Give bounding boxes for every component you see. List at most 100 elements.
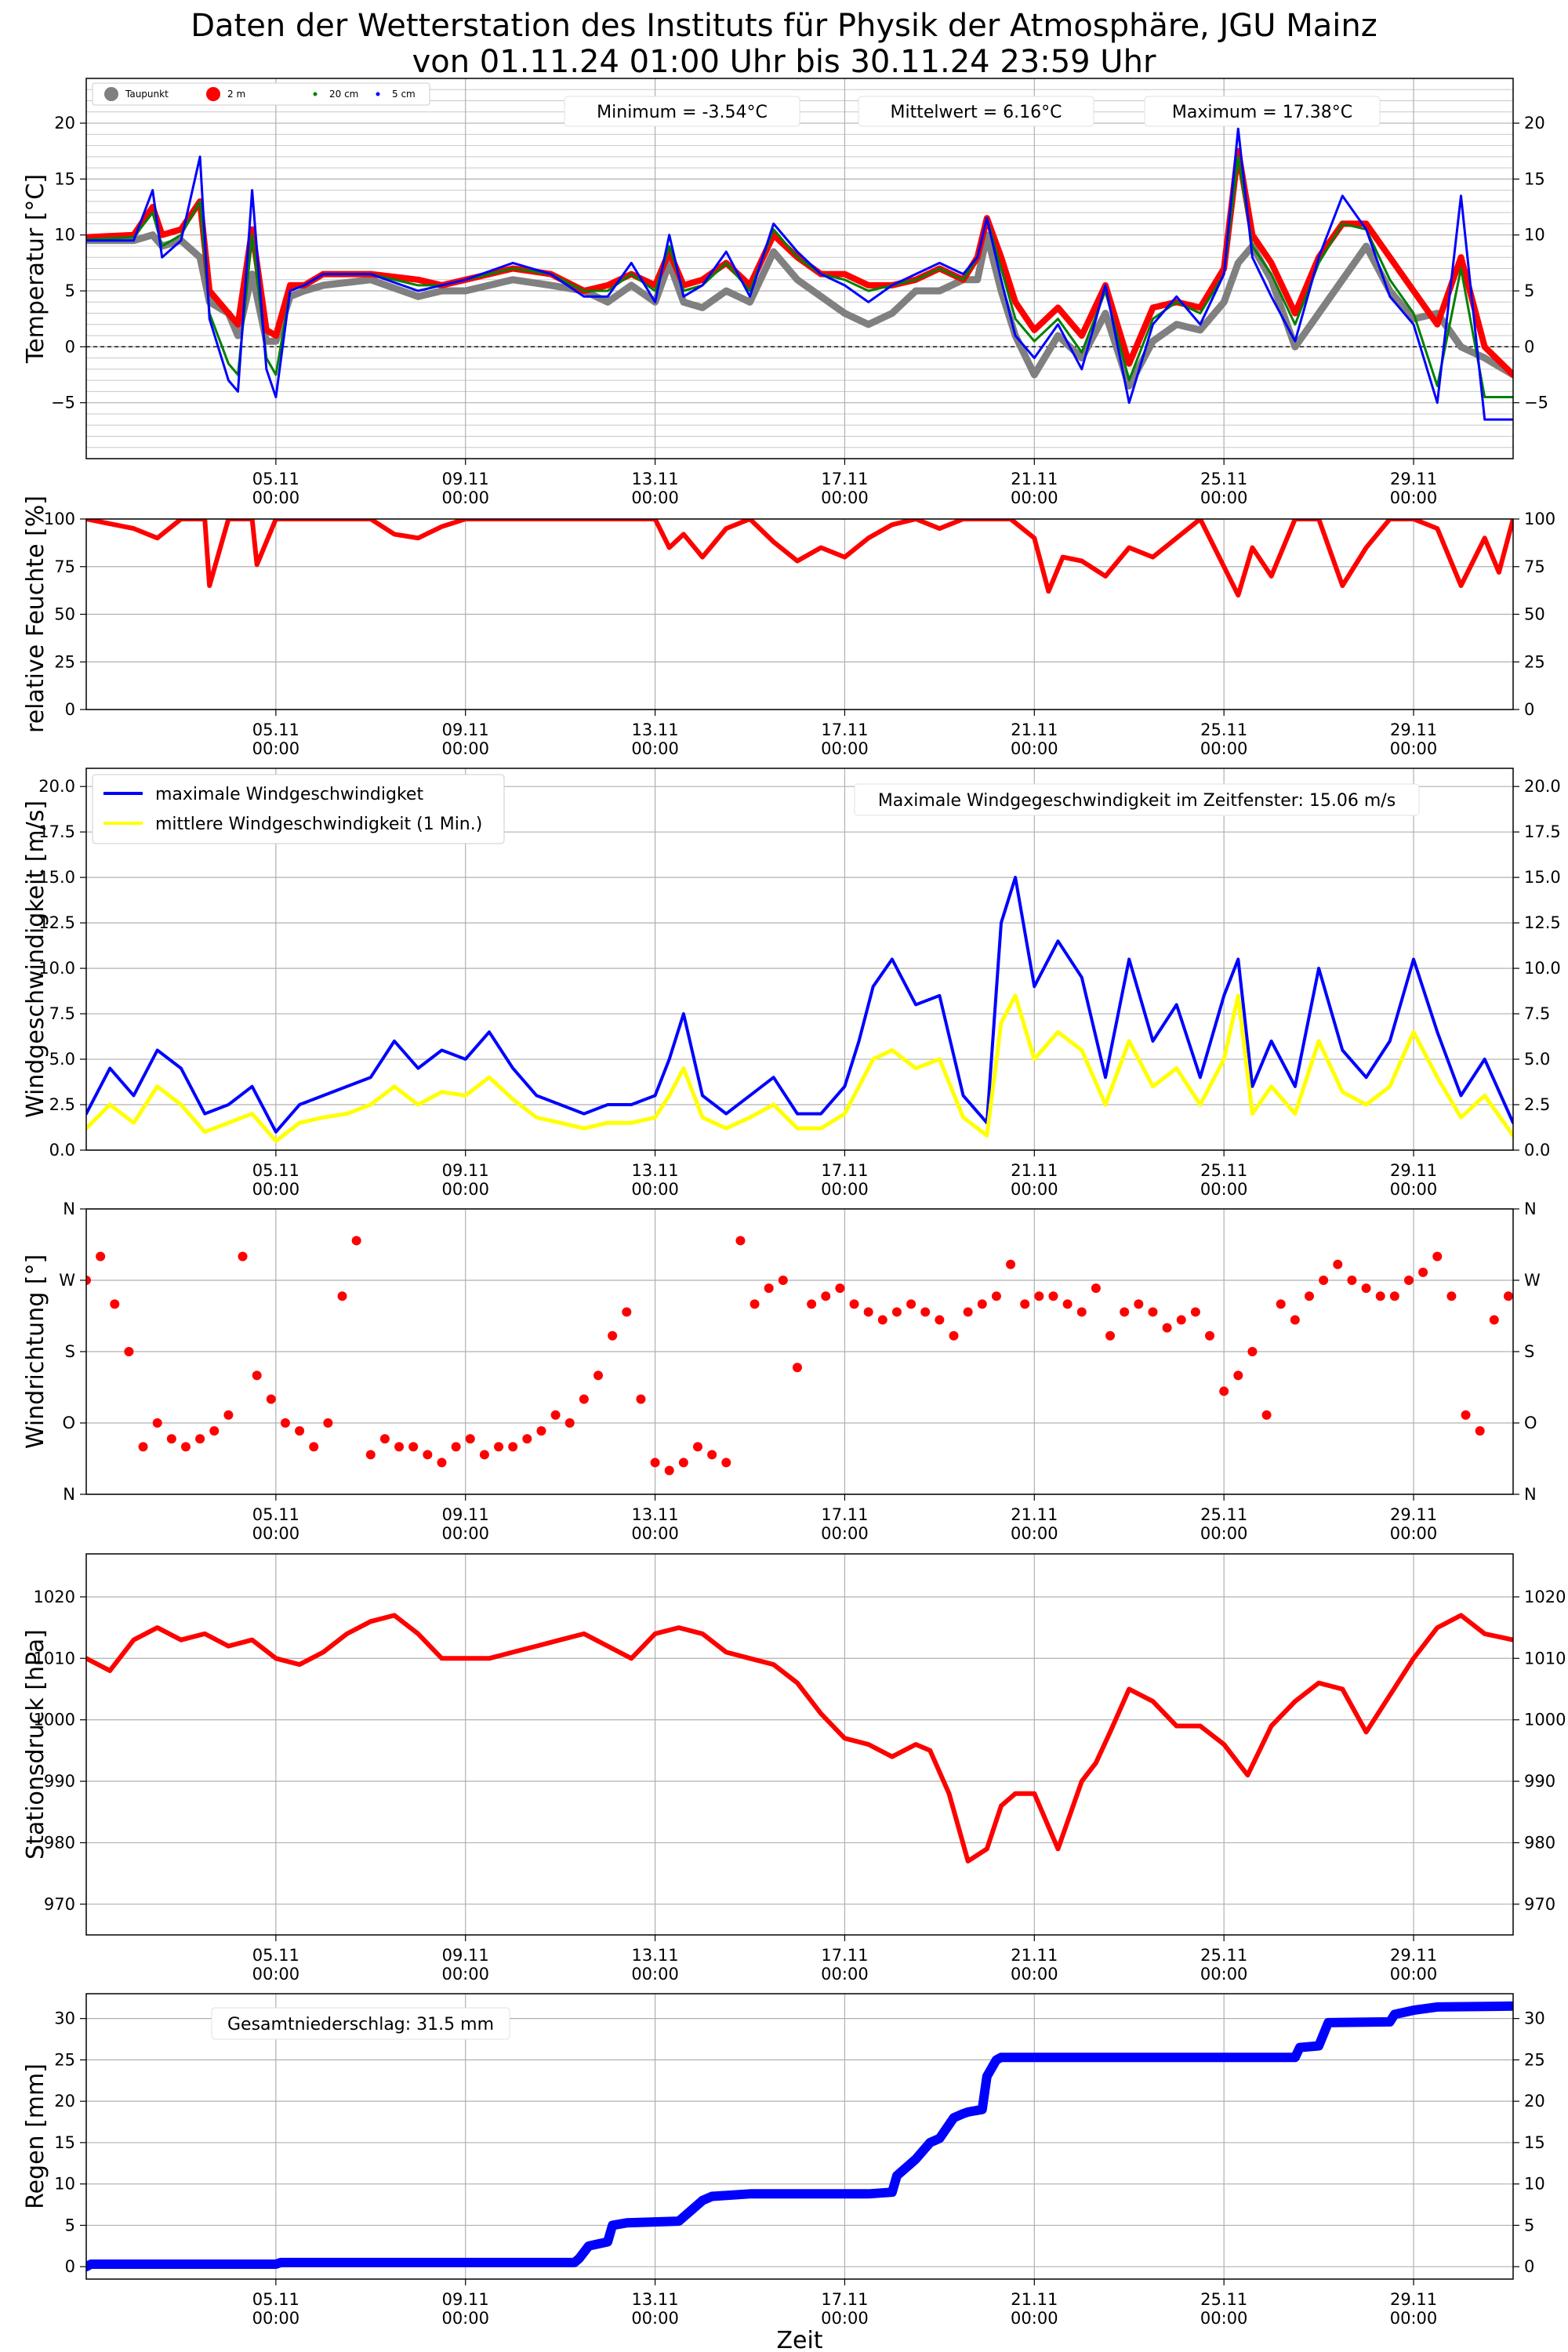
data-point — [1432, 1251, 1443, 1261]
x-tick-label: 00:00 — [631, 1524, 679, 1543]
x-tick-label: 09.11 — [442, 1505, 489, 1524]
x-tick-label: 00:00 — [821, 1965, 869, 1984]
temperature-frame — [85, 78, 1514, 459]
data-point — [579, 1394, 589, 1404]
x-tick-label: 00:00 — [441, 1965, 489, 1984]
data-point — [863, 1307, 873, 1317]
data-point — [906, 1299, 916, 1309]
x-tick-label: 00:00 — [631, 1965, 679, 1984]
y-tick-label: 980 — [44, 1833, 75, 1852]
series-line-0 — [86, 876, 1513, 1134]
y-tick-label: 12.5 — [38, 913, 75, 932]
x-tick-label: 13.11 — [632, 1946, 679, 1965]
y-tick-label: 15 — [1524, 2133, 1545, 2152]
data-point — [536, 1426, 546, 1436]
y-tick-label: 0.0 — [1524, 1141, 1550, 1160]
x-tick-label: 21.11 — [1011, 1505, 1058, 1524]
data-point — [693, 1442, 702, 1452]
x-tick-label: 00:00 — [1390, 1524, 1438, 1543]
x-tick-label: 00:00 — [441, 1524, 489, 1543]
data-point — [1048, 1291, 1058, 1301]
y-tick-label: 30 — [54, 2009, 75, 2028]
data-point — [451, 1442, 461, 1452]
y-tick-label: W — [1524, 1271, 1541, 1290]
legend-entry: 20 cm — [329, 89, 358, 100]
x-tick-label: 13.11 — [632, 1505, 679, 1524]
y-tick-label: 20.0 — [38, 777, 75, 796]
data-point — [209, 1426, 220, 1436]
y-tick-label: 7.5 — [49, 1004, 75, 1023]
y-tick-label: 5.0 — [1524, 1050, 1550, 1069]
data-point — [408, 1442, 419, 1452]
data-point — [1403, 1276, 1414, 1285]
data-point — [138, 1442, 148, 1452]
x-tick-label: 00:00 — [441, 1180, 489, 1199]
data-point — [1503, 1291, 1513, 1301]
pressure-data — [86, 1613, 1513, 1864]
data-point — [678, 1457, 688, 1468]
y-tick-label: 25 — [1524, 2050, 1545, 2069]
y-tick-label: 0 — [1524, 337, 1534, 356]
temperature-legend: Taupunkt 2 m 20 cm 5 cm — [92, 82, 430, 106]
x-tick-label: 09.11 — [442, 720, 489, 739]
wind_direction-frame — [85, 1208, 1514, 1495]
wind_speed-data — [86, 876, 1513, 1143]
x-tick-label: 00:00 — [1390, 2309, 1438, 2328]
rain-data — [86, 2001, 1513, 2272]
data-point — [550, 1410, 561, 1420]
x-tick-label: 13.11 — [632, 470, 679, 488]
data-point — [309, 1442, 319, 1452]
data-point — [508, 1442, 518, 1452]
data-point — [1333, 1259, 1343, 1269]
annotation-text: Maximum = 17.38°C — [1172, 103, 1352, 122]
y-tick-label: 10 — [1524, 226, 1545, 245]
data-point — [1418, 1267, 1428, 1277]
data-point — [379, 1434, 390, 1444]
annotation-box — [854, 783, 1420, 816]
y-tick-label: 15 — [54, 169, 75, 188]
annotation-box — [211, 2007, 510, 2040]
data-point — [195, 1434, 205, 1444]
data-point — [1347, 1276, 1357, 1285]
x-tick-label: 21.11 — [1011, 1946, 1058, 1965]
y-tick-label: 20 — [54, 114, 75, 132]
data-point — [96, 1251, 106, 1261]
y-tick-label: 990 — [44, 1772, 75, 1791]
x-tick-label: 00:00 — [1011, 739, 1058, 758]
data-point — [238, 1251, 248, 1261]
x-tick-label: 00:00 — [1011, 1965, 1058, 1984]
data-point — [1361, 1283, 1371, 1294]
data-point — [707, 1450, 717, 1460]
x-tick-label: 00:00 — [252, 1180, 300, 1199]
y-tick-label: 50 — [54, 605, 75, 624]
y-tick-label: N — [63, 1485, 75, 1504]
x-tick-label: 00:00 — [631, 739, 679, 758]
x-tick-label: 00:00 — [1200, 739, 1248, 758]
y-tick-label: 990 — [1524, 1772, 1555, 1791]
series-line-0 — [86, 519, 1513, 598]
x-tick-label: 00:00 — [252, 1524, 300, 1543]
x-tick-label: 25.11 — [1200, 1161, 1247, 1180]
legend-box — [92, 774, 505, 844]
x-tick-label: 00:00 — [1200, 1965, 1248, 1984]
legend-entry: 2 m — [227, 89, 245, 100]
data-point — [963, 1307, 973, 1317]
data-point — [1489, 1315, 1499, 1325]
data-point — [564, 1418, 575, 1428]
y-tick-label: 5 — [1524, 2216, 1534, 2234]
x-tick-label: 17.11 — [821, 1946, 868, 1965]
data-point — [323, 1418, 333, 1428]
y-tick-label: 970 — [1524, 1895, 1555, 1914]
x-tick-label: 05.11 — [252, 1946, 299, 1965]
y-axis-label: Regen [mm] — [22, 2063, 49, 2209]
wind_direction-data — [86, 1236, 1513, 1475]
data-point — [223, 1410, 234, 1420]
y-axis-label: Stationsdruck [hPa] — [22, 1629, 49, 1860]
data-point — [1091, 1283, 1101, 1294]
data-point — [152, 1418, 162, 1428]
y-tick-label: 20 — [54, 2092, 75, 2111]
legend-marker — [104, 87, 118, 101]
data-point — [1134, 1299, 1144, 1309]
x-tick-label: 29.11 — [1390, 2290, 1437, 2309]
